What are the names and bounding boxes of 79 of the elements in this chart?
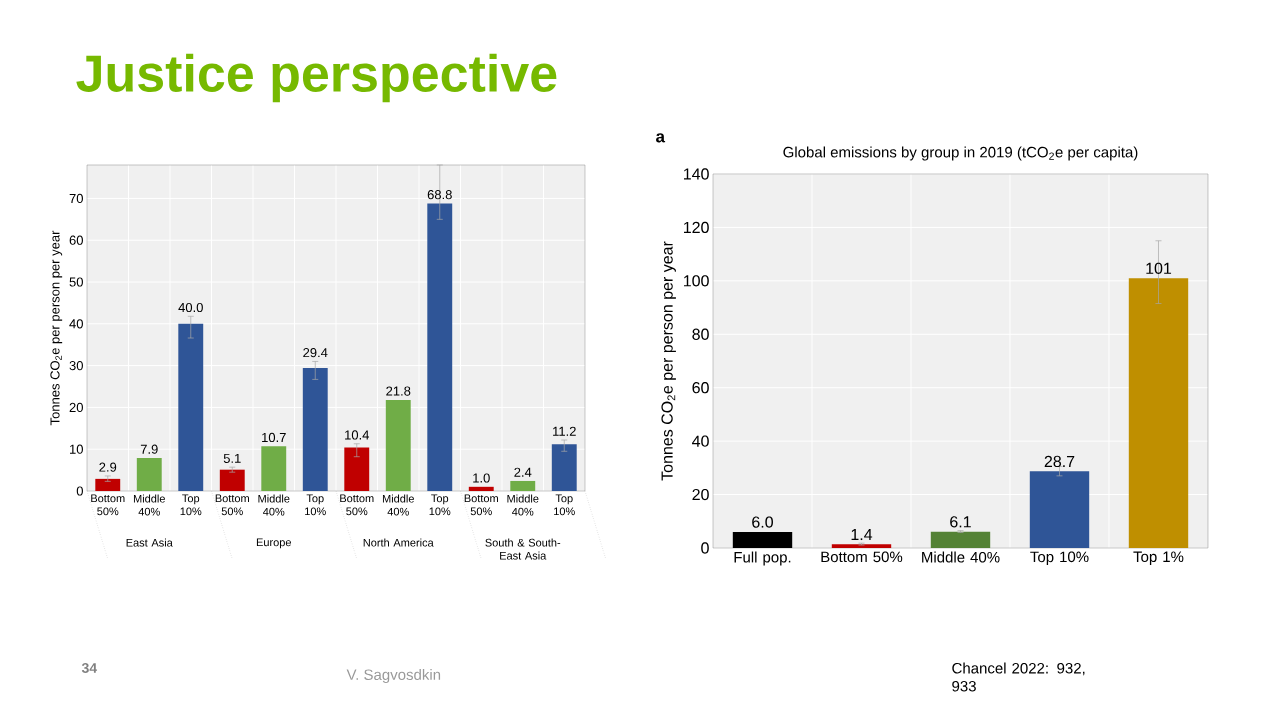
bar: [261, 446, 287, 491]
chart-title: Justice perspective: [76, 53, 557, 103]
y-axis-title: Tonnes CO$_{2}$e per person per year: [661, 241, 676, 481]
text: North America: [363, 538, 434, 547]
y-tick-label: 80: [692, 328, 709, 340]
x-tick-label: Middle 40%: [258, 494, 290, 516]
x-tick-label: Top 10%: [554, 494, 575, 516]
x-tick-label: Top 10%: [429, 494, 451, 516]
x-tick-label: Middle 40%: [922, 551, 1000, 563]
data-label: 10.7: [262, 432, 286, 443]
bar: [732, 531, 793, 548]
y-axis-title: Tonnes CO$_{2}$e per person per year: [50, 230, 63, 426]
y-tick-label: 120: [684, 221, 709, 234]
bar: [1029, 471, 1090, 548]
y-tick-label: 70: [69, 193, 83, 204]
text: V. Sagvosdkin: [346, 668, 441, 683]
x-tick-label: Full pop.: [734, 551, 791, 566]
bar: [427, 203, 453, 491]
bar: [510, 480, 536, 491]
data-label: 40.0: [178, 302, 203, 313]
data-label: 5.1: [223, 453, 241, 463]
data-label: 2.9: [99, 462, 117, 472]
x-tick-label: Bottom 50%: [821, 551, 903, 563]
y-tick-label: 20: [69, 402, 83, 412]
x-tick-label: Top 10%: [1030, 551, 1089, 566]
y-tick-label: 40: [69, 319, 83, 329]
x-tick-label: Middle 40%: [133, 494, 165, 516]
text: East Asia: [126, 538, 173, 547]
x-tick-label: Bottom 50%: [91, 494, 125, 516]
text: Europe: [256, 538, 291, 549]
x-tick-label: Middle 40%: [507, 494, 539, 516]
bar: [95, 478, 121, 491]
data-label: 11.2: [553, 426, 576, 436]
bar: [136, 457, 162, 491]
y-tick-label: 60: [692, 382, 709, 394]
chart-title: Global emissions by group in 2019 (tCO$_{2}$e per capita): [783, 146, 1138, 161]
data-label: 21.8: [386, 386, 411, 396]
text: a: [656, 133, 666, 143]
x-tick-label: Middle 40%: [382, 494, 414, 516]
text: 34: [81, 663, 98, 673]
bar: [831, 544, 892, 548]
y-tick-label: 140: [684, 168, 709, 180]
x-tick-label: Bottom 50%: [215, 494, 249, 516]
x-tick-label: Top 10%: [180, 494, 202, 516]
bar: [385, 399, 411, 491]
data-label: 29.4: [303, 348, 328, 358]
y-tick-label: 0: [701, 542, 709, 554]
y-tick-label: 30: [69, 361, 83, 371]
bar: [344, 447, 370, 491]
data-label: 1.0: [473, 473, 490, 483]
x-tick-label: Top 10%: [305, 494, 326, 516]
bar: [302, 368, 328, 491]
bar: [219, 469, 245, 491]
data-label: 6.0: [752, 516, 773, 528]
bar: [1128, 278, 1189, 548]
y-tick-label: 10: [70, 444, 83, 454]
y-tick-label: 20: [692, 488, 709, 501]
data-label: 10.4: [345, 430, 370, 440]
data-label: 101: [1146, 262, 1172, 274]
y-tick-label: 40: [692, 435, 709, 447]
text: Chancel 2022: 932, 933: [952, 662, 1085, 692]
bar: [178, 323, 204, 491]
bar: [468, 486, 494, 491]
y-tick-label: 100: [684, 275, 709, 287]
data-label: 2.4: [514, 467, 532, 477]
bar: [930, 531, 991, 548]
y-tick-label: 60: [69, 235, 83, 245]
data-label: 28.7: [1044, 455, 1075, 468]
x-tick-label: Bottom 50%: [464, 494, 498, 516]
data-label: 6.1: [950, 516, 971, 528]
y-tick-label: 0: [76, 486, 83, 496]
y-tick-label: 50: [69, 277, 83, 287]
data-label: 7.9: [140, 444, 158, 454]
text: South & South-East Asia: [485, 538, 561, 560]
data-label: 1.4: [851, 529, 873, 541]
x-tick-label: Bottom 50%: [340, 494, 374, 516]
bar: [551, 444, 577, 491]
data-label: 68.8: [427, 190, 452, 200]
x-tick-label: Top 1%: [1133, 551, 1184, 566]
